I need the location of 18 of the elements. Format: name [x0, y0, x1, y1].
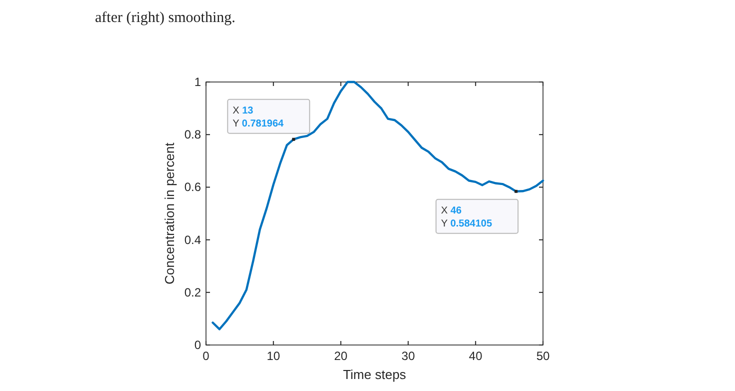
x-tick-label: 40	[468, 349, 483, 363]
x-tick-label: 20	[334, 349, 348, 363]
x-tick-label: 0	[202, 349, 210, 363]
y-tick-label: 0	[194, 338, 202, 352]
line-series	[212, 80, 544, 330]
x-tick-label: 10	[266, 349, 280, 363]
text: after (right) smoothing.	[95, 10, 236, 26]
y-tick-label: 0.8	[184, 128, 202, 142]
x-axis-title: Time steps	[342, 367, 407, 382]
x-tick-label: 30	[402, 349, 416, 363]
y-tick-label: 0.6	[184, 180, 202, 194]
y-axis-title: Concentration in percent	[162, 142, 177, 284]
y-tick-label: 0.2	[184, 285, 202, 300]
x-tick-label: 50	[536, 349, 550, 363]
annotation: X 13 Y 0.781964	[232, 105, 284, 130]
y-tick-label: 1	[194, 75, 202, 89]
annotation: X 46 Y 0.584105	[441, 205, 492, 230]
y-tick-label: 0.4	[184, 232, 202, 247]
